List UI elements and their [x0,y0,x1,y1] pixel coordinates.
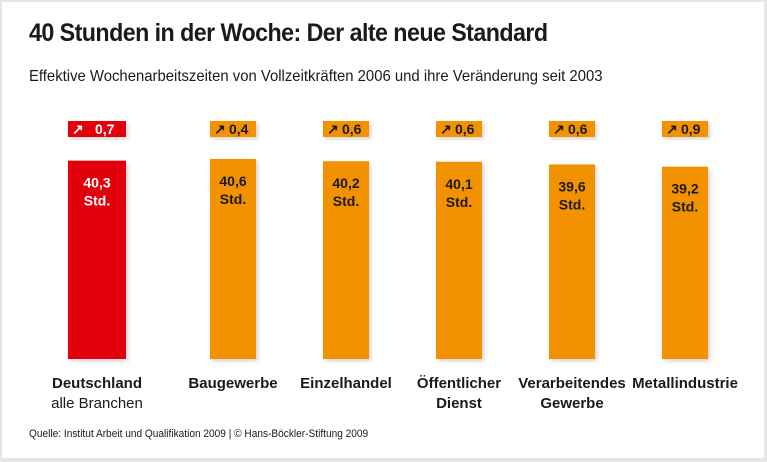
change-badge [210,121,256,137]
bar [210,159,256,359]
category-label-line2: Gewerbe [540,395,603,412]
bar-value-label: 39,2 [671,181,698,197]
bar-value-label: 40,6 [219,173,246,189]
chart-title: 40 Stunden in der Woche: Der alte neue S… [29,19,548,47]
bar-value-label: 39,6 [558,179,585,195]
bar-value-label: 40,3 [83,175,110,191]
change-badge [436,121,482,137]
bar-value-label: 40,2 [332,175,359,191]
arrow-up-right-icon: ↗ [72,121,84,137]
bar-unit-label: Std. [84,193,110,209]
change-value-label: 0,6 [568,121,588,137]
bar [549,164,595,359]
category-label: Einzelhandel [300,375,392,392]
change-value-label: 0,4 [229,121,249,137]
change-badge [68,121,126,137]
arrow-up-right-icon: ↗ [553,121,565,137]
change-value-label: 0,6 [455,121,475,137]
arrow-up-right-icon: ↗ [440,121,452,137]
bar [323,161,369,359]
category-label: Baugewerbe [188,375,277,392]
category-label: Verarbeitendes [518,375,626,392]
source-note: Quelle: Institut Arbeit und Qualifikatio… [29,428,369,440]
bar-unit-label: Std. [333,193,359,209]
bar-value-label: 40,1 [445,176,472,192]
change-badge [323,121,369,137]
chart-subtitle: Effektive Wochenarbeitszeiten von Vollze… [29,68,603,85]
category-label-line2: alle Branchen [51,395,143,412]
change-value-label: 0,6 [342,121,362,137]
change-value-label: 0,7 [95,121,115,137]
arrow-up-right-icon: ↗ [214,121,226,137]
bars-group: 40,3 Std. ↗ 0,7 Deutschland alle Branchen 40,6… [51,121,738,412]
change-badge [662,121,708,137]
bar-unit-label: Std. [672,199,698,215]
bar-unit-label: Std. [446,194,472,210]
bar [436,161,482,359]
bar-unit-label: Std. [220,191,246,207]
category-label-line2: Dienst [436,395,482,412]
change-badge [549,121,595,137]
bar-unit-label: Std. [559,197,585,213]
arrow-up-right-icon: ↗ [666,121,678,137]
change-value-label: 0,9 [681,121,701,137]
category-label: Deutschland [52,375,142,392]
bar [662,166,708,359]
category-label: Metallindustrie [632,375,738,392]
category-label: Öffentlicher [417,375,501,392]
bar [68,160,126,359]
arrow-up-right-icon: ↗ [327,121,339,137]
